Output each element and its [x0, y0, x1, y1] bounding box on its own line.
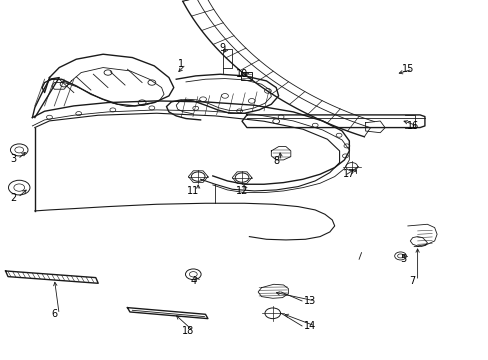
Text: 14: 14 — [304, 321, 316, 331]
Text: 13: 13 — [304, 296, 316, 306]
Text: 9: 9 — [219, 42, 225, 53]
Text: 16: 16 — [406, 121, 418, 131]
Text: 11: 11 — [187, 186, 199, 196]
FancyBboxPatch shape — [241, 72, 251, 80]
Text: 8: 8 — [273, 156, 279, 166]
Text: 12: 12 — [235, 186, 248, 196]
Text: 18: 18 — [182, 326, 194, 336]
Text: 17: 17 — [343, 169, 355, 179]
Text: 1: 1 — [178, 59, 184, 69]
Text: 7: 7 — [409, 276, 415, 286]
Text: 10: 10 — [235, 69, 248, 79]
Text: 4: 4 — [190, 276, 196, 286]
Text: 2: 2 — [10, 193, 16, 203]
Text: 3: 3 — [10, 154, 16, 164]
Text: 6: 6 — [51, 309, 57, 319]
Text: 15: 15 — [401, 64, 413, 74]
Text: 5: 5 — [399, 254, 405, 264]
